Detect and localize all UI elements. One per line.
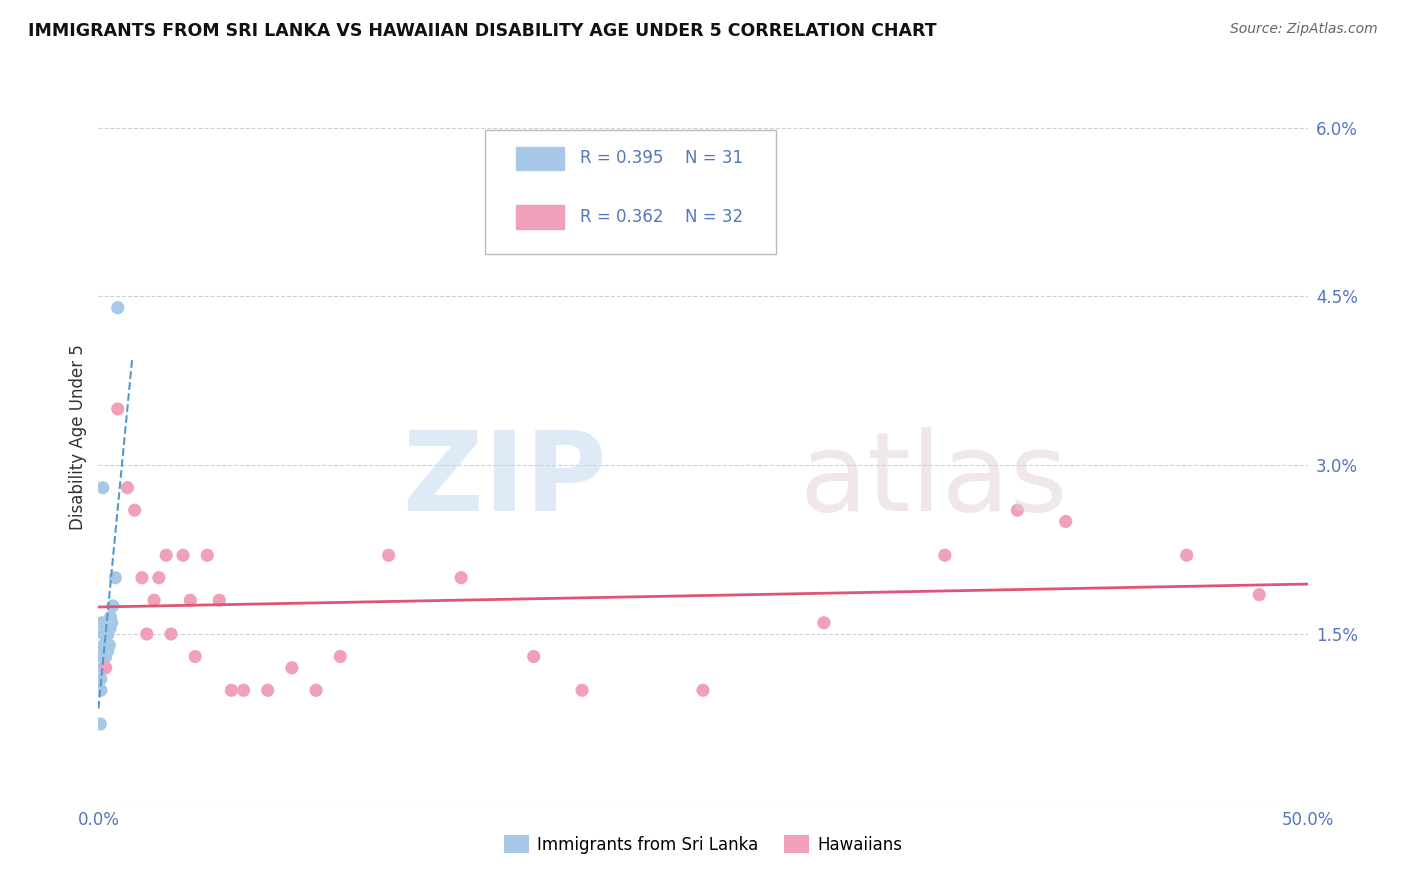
FancyBboxPatch shape — [516, 146, 564, 170]
Point — [143, 593, 166, 607]
Text: R = 0.395: R = 0.395 — [579, 149, 664, 168]
Point — [96, 615, 118, 630]
Text: N = 32: N = 32 — [685, 208, 742, 226]
Point — [98, 638, 121, 652]
Point — [934, 548, 956, 562]
Point — [305, 683, 328, 698]
Point — [1007, 503, 1029, 517]
Point — [221, 683, 243, 698]
Point — [1175, 548, 1198, 562]
Y-axis label: Disability Age Under 5: Disability Age Under 5 — [69, 344, 87, 530]
Point — [135, 627, 157, 641]
Point — [91, 649, 114, 664]
Point — [377, 548, 399, 562]
Point — [97, 627, 120, 641]
Point — [91, 481, 114, 495]
Point — [184, 649, 207, 664]
Point — [100, 615, 122, 630]
Point — [96, 621, 118, 635]
Point — [172, 548, 194, 562]
Point — [131, 571, 153, 585]
Point — [281, 661, 304, 675]
Point — [107, 401, 129, 416]
Point — [93, 627, 115, 641]
Point — [1054, 515, 1077, 529]
Point — [208, 593, 231, 607]
Point — [195, 548, 218, 562]
Point — [100, 610, 122, 624]
Point — [160, 627, 183, 641]
Legend: Immigrants from Sri Lanka, Hawaiians: Immigrants from Sri Lanka, Hawaiians — [498, 829, 908, 860]
Point — [97, 644, 120, 658]
FancyBboxPatch shape — [516, 205, 564, 228]
Point — [179, 593, 201, 607]
Point — [93, 638, 115, 652]
Point — [90, 683, 112, 698]
Point — [104, 571, 127, 585]
Point — [450, 571, 472, 585]
Point — [1249, 588, 1271, 602]
Point — [94, 661, 117, 675]
Point — [107, 301, 129, 315]
Point — [329, 649, 352, 664]
Point — [571, 683, 593, 698]
Text: Source: ZipAtlas.com: Source: ZipAtlas.com — [1230, 22, 1378, 37]
Point — [94, 649, 117, 664]
Point — [93, 661, 115, 675]
Text: ZIP: ZIP — [404, 427, 606, 534]
Point — [692, 683, 714, 698]
Point — [96, 638, 118, 652]
Point — [90, 672, 112, 686]
Point — [94, 649, 117, 664]
Point — [89, 717, 111, 731]
Text: IMMIGRANTS FROM SRI LANKA VS HAWAIIAN DISABILITY AGE UNDER 5 CORRELATION CHART: IMMIGRANTS FROM SRI LANKA VS HAWAIIAN DI… — [28, 22, 936, 40]
Point — [523, 649, 546, 664]
Point — [91, 661, 114, 675]
Text: N = 31: N = 31 — [685, 149, 742, 168]
Point — [813, 615, 835, 630]
Point — [93, 627, 115, 641]
Point — [117, 481, 139, 495]
Point — [148, 571, 170, 585]
FancyBboxPatch shape — [485, 130, 776, 254]
Point — [94, 621, 117, 635]
Point — [256, 683, 278, 698]
Point — [232, 683, 254, 698]
Point — [93, 644, 115, 658]
Point — [155, 548, 177, 562]
Point — [124, 503, 146, 517]
Text: atlas: atlas — [800, 427, 1069, 534]
Point — [97, 615, 120, 630]
Text: R = 0.362: R = 0.362 — [579, 208, 664, 226]
Point — [101, 599, 124, 613]
Point — [94, 638, 117, 652]
Point — [90, 649, 112, 664]
Point — [91, 615, 114, 630]
Point — [98, 621, 121, 635]
Point — [94, 627, 117, 641]
